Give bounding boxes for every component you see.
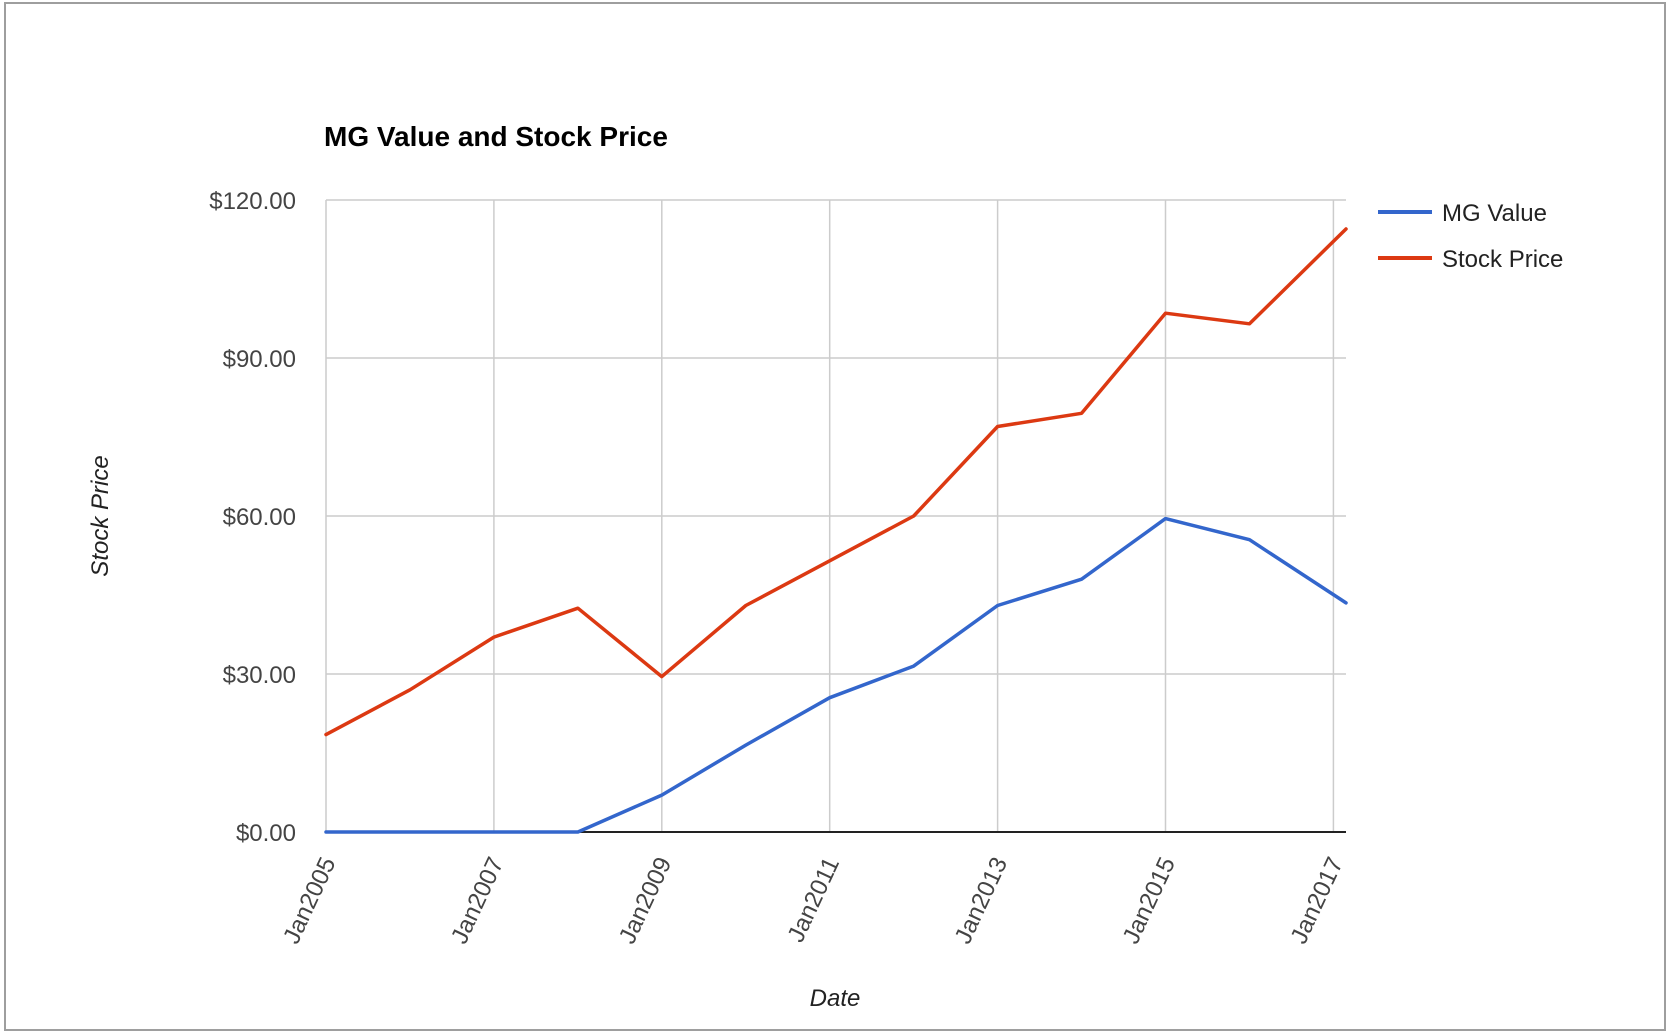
y-tick-label: $90.00 bbox=[223, 346, 296, 373]
series-lines bbox=[324, 227, 1348, 834]
x-tick-label: Jan2011 bbox=[783, 853, 846, 946]
y-axis-tick-labels: $0.00 $30.00 $60.00 $90.00 $120.00 bbox=[209, 188, 296, 847]
legend-label: MG Value bbox=[1442, 200, 1547, 227]
x-tick-label: Jan2005 bbox=[278, 853, 341, 948]
y-tick-label: $60.00 bbox=[223, 504, 296, 531]
series-line-stock-price[interactable] bbox=[324, 227, 1348, 737]
y-tick-label: $0.00 bbox=[236, 820, 296, 847]
series-line-mg-value[interactable] bbox=[324, 516, 1348, 834]
x-tick-label: Jan2009 bbox=[614, 853, 677, 948]
x-axis-tick-labels: Jan2005 Jan2007 Jan2009 Jan2011 Jan2013 Jan20… bbox=[278, 853, 1349, 948]
x-tick-label: Jan2017 bbox=[1285, 853, 1348, 948]
x-tick-label: Jan2007 bbox=[446, 853, 509, 948]
legend[interactable]: MG Value Stock Price bbox=[1378, 200, 1563, 273]
x-axis-label: Date bbox=[810, 985, 861, 1012]
chart-title: MG Value and Stock Price bbox=[324, 121, 668, 152]
y-axis-label: Stock Price bbox=[87, 455, 114, 576]
x-tick-label: Jan2013 bbox=[950, 853, 1013, 948]
x-tick-label: Jan2015 bbox=[1118, 853, 1181, 948]
grid-lines bbox=[325, 199, 1346, 832]
y-tick-label: $120.00 bbox=[209, 188, 296, 215]
y-tick-label: $30.00 bbox=[223, 662, 296, 689]
legend-label: Stock Price bbox=[1442, 246, 1563, 273]
